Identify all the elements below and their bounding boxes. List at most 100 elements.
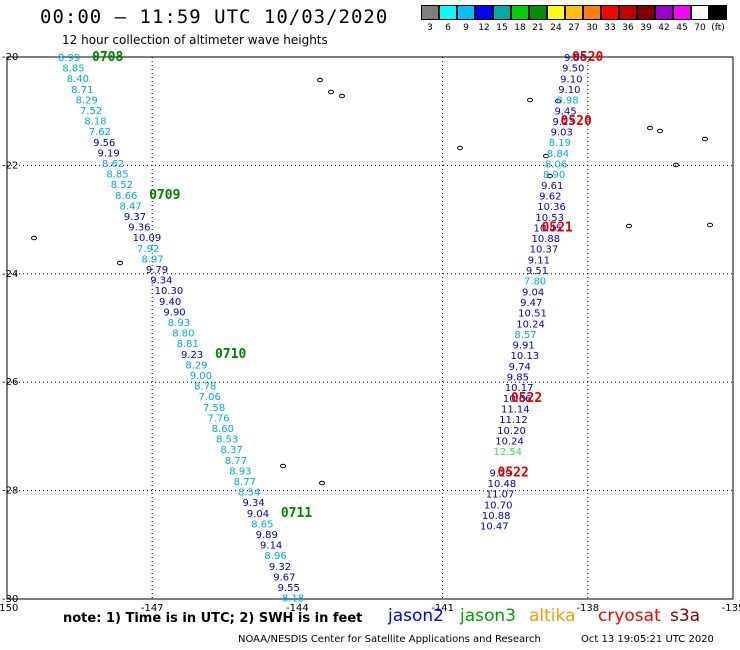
wave-height-label: 8.98 bbox=[556, 96, 578, 107]
wave-height-label: 10.13 bbox=[511, 351, 540, 362]
wave-height-label: 8.80 bbox=[172, 329, 194, 340]
legend-swatch bbox=[709, 5, 727, 20]
legend-swatch bbox=[439, 5, 457, 20]
pass-time-label: 0522 bbox=[511, 391, 542, 406]
wave-height-label: 9.34 bbox=[242, 498, 264, 509]
wave-height-label: 7.92 bbox=[137, 244, 159, 255]
legend-label: 70 bbox=[694, 23, 706, 33]
wave-height-label: 10.88 bbox=[482, 511, 511, 522]
wave-height-label: 7.80 bbox=[524, 277, 546, 288]
wave-height-label: 10.88 bbox=[532, 234, 561, 245]
legend-swatch bbox=[529, 5, 547, 20]
wave-height-label: 7.58 bbox=[203, 403, 225, 414]
footer-timestamp: Oct 13 19:05:21 UTC 2020 bbox=[581, 634, 714, 645]
island-outline bbox=[339, 93, 345, 99]
wave-height-label: 9.40 bbox=[159, 297, 181, 308]
island-outline bbox=[555, 98, 561, 104]
legend-swatch bbox=[457, 5, 475, 20]
legend-label: 15 bbox=[496, 23, 508, 33]
wave-height-label: 9.61 bbox=[541, 181, 563, 192]
wave-height-label: 8.93 bbox=[168, 318, 190, 329]
legend-label: 45 bbox=[676, 23, 688, 33]
island-outline bbox=[657, 128, 663, 134]
pass-time-label: 0710 bbox=[215, 347, 246, 362]
legend-swatch bbox=[601, 5, 619, 20]
island-outline bbox=[317, 77, 323, 83]
wave-height-label: 8.96 bbox=[264, 551, 286, 562]
island-outline bbox=[626, 223, 632, 229]
legend-label: 9 bbox=[463, 23, 469, 33]
x-tick-label: -135 bbox=[722, 603, 740, 614]
wave-height-label: 11.07 bbox=[486, 490, 515, 501]
wave-height-label: 9.23 bbox=[181, 350, 203, 361]
satellite-label-jason3: jason3 bbox=[460, 606, 516, 626]
legend-label: 18 bbox=[514, 23, 526, 33]
wave-height-label: 9.67 bbox=[273, 572, 295, 583]
wave-height-label: 7.76 bbox=[207, 413, 229, 424]
footer-credit: NOAA/NESDIS Center for Satellite Applica… bbox=[238, 634, 541, 645]
wave-height-label: 9.55 bbox=[278, 583, 300, 594]
wave-height-label: 10.48 bbox=[488, 479, 517, 490]
satellite-label-cryosat: cryosat bbox=[598, 606, 661, 626]
wave-height-label: 10.53 bbox=[535, 213, 564, 224]
wave-height-label: 8.06 bbox=[545, 160, 567, 171]
wave-height-label: 9.04 bbox=[522, 287, 544, 298]
legend-label: 36 bbox=[622, 23, 634, 33]
wave-height-label: 11.12 bbox=[499, 415, 528, 426]
island-outline bbox=[547, 173, 553, 179]
wave-height-label: 9.04 bbox=[247, 509, 269, 520]
wave-height-label: 9.74 bbox=[509, 362, 531, 373]
pass-time-label: 0522 bbox=[498, 465, 529, 480]
wave-height-label: 9.10 bbox=[558, 85, 580, 96]
wave-height-label: 8.53 bbox=[216, 435, 238, 446]
legend-swatch bbox=[475, 5, 493, 20]
wave-height-label: 8.40 bbox=[67, 74, 89, 85]
legend-label: 39 bbox=[640, 23, 652, 33]
wave-height-label: 8.77 bbox=[234, 477, 256, 488]
map-frame bbox=[6, 56, 734, 600]
wave-height-label: 9.91 bbox=[512, 341, 534, 352]
wave-height-label: 9.03 bbox=[551, 128, 573, 139]
legend-swatch bbox=[583, 5, 601, 20]
wave-height-label: 10.47 bbox=[480, 522, 509, 533]
island-outline bbox=[707, 222, 713, 228]
wave-height-label: 9.19 bbox=[98, 148, 120, 159]
legend-swatch bbox=[655, 5, 673, 20]
wave-height-label: 9.34 bbox=[150, 276, 172, 287]
wave-height-label: 9.37 bbox=[124, 212, 146, 223]
wave-height-label: 8.47 bbox=[119, 201, 141, 212]
wave-height-label: 8.71 bbox=[71, 85, 93, 96]
pass-time-label: 0708 bbox=[92, 50, 123, 65]
satellite-label-s3a: s3a bbox=[670, 606, 701, 626]
wave-height-label: 10.24 bbox=[516, 319, 545, 330]
legend-label: 42 bbox=[658, 23, 670, 33]
wave-height-label: 9.56 bbox=[564, 53, 586, 64]
wave-height-label: 8.18 bbox=[282, 594, 304, 605]
island-outline bbox=[647, 125, 653, 131]
wave-height-label: 9.47 bbox=[520, 298, 542, 309]
island-outline bbox=[31, 235, 37, 241]
y-tick-label: -26 bbox=[2, 377, 18, 388]
note-text: note: 1) Time is in UTC; 2) SWH is in fe… bbox=[63, 611, 363, 626]
wave-height-label: 8.90 bbox=[543, 170, 565, 181]
wave-height-label: 9.29 bbox=[490, 468, 512, 479]
wave-height-label: 8.54 bbox=[238, 488, 260, 499]
wave-height-label: 9.62 bbox=[539, 191, 561, 202]
legend-swatch bbox=[493, 5, 511, 20]
wave-height-label: 11.14 bbox=[501, 404, 530, 415]
wave-height-label: 9.51 bbox=[526, 266, 548, 277]
wave-height-label: 8.52 bbox=[111, 180, 133, 191]
wave-height-label: 7.06 bbox=[199, 392, 221, 403]
pass-time-label: 0709 bbox=[149, 188, 180, 203]
island-outline bbox=[702, 136, 708, 142]
wave-height-label: 9.45 bbox=[554, 106, 576, 117]
wave-height-label: 10.17 bbox=[505, 383, 534, 394]
wave-height-label: 8.97 bbox=[141, 254, 163, 265]
pass-time-label: 0521 bbox=[541, 220, 572, 235]
island-outline bbox=[673, 162, 679, 168]
wave-height-label: 8.85 bbox=[62, 64, 84, 75]
island-outline bbox=[280, 463, 286, 469]
x-tick-label: -150 bbox=[0, 603, 18, 614]
wave-height-label: 10.51 bbox=[518, 309, 547, 320]
wave-height-label: 9.14 bbox=[260, 541, 282, 552]
